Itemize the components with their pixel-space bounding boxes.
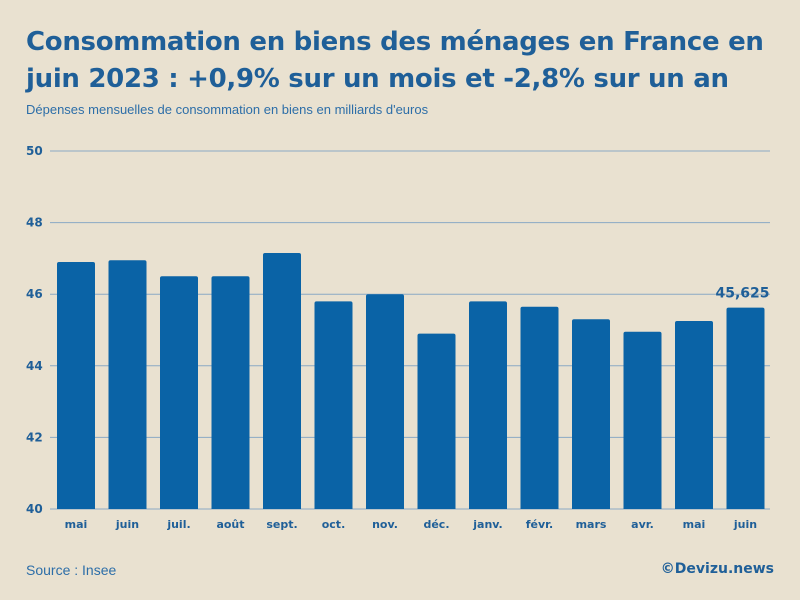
x-tick-label: mai	[65, 518, 88, 531]
x-tick-label: sept.	[266, 518, 297, 531]
y-tick-label: 48	[26, 216, 43, 230]
y-tick-label: 44	[26, 359, 43, 373]
y-tick-label: 42	[26, 430, 43, 444]
x-tick-label: mai	[683, 518, 706, 531]
y-tick-label: 40	[26, 502, 43, 516]
chart-title: Consommation en biens des ménages en Fra…	[26, 27, 764, 94]
x-tick-label: oct.	[322, 518, 346, 531]
bar	[211, 276, 250, 509]
y-tick-label: 46	[26, 287, 43, 301]
bar	[108, 260, 147, 509]
chart-subtitle: Dépenses mensuelles de consommation en b…	[26, 102, 429, 117]
x-tick-label: mars	[576, 518, 607, 531]
bar	[726, 307, 765, 509]
bar	[57, 261, 95, 509]
y-tick-label: 50	[26, 144, 43, 158]
bar	[417, 333, 456, 509]
x-tick-label: juil.	[166, 518, 190, 531]
x-tick-label: févr.	[526, 518, 553, 531]
data-label: 45,625	[715, 286, 769, 302]
bar	[263, 253, 301, 509]
bar	[623, 331, 662, 509]
bar	[469, 301, 507, 509]
x-tick-label: août	[216, 518, 244, 531]
x-tick-label: juin	[733, 518, 757, 531]
brand-logo-text[interactable]: ©Devizu.news	[660, 561, 774, 577]
x-tick-label: déc.	[423, 518, 449, 531]
bar	[160, 276, 198, 509]
bar	[675, 321, 713, 509]
bar	[520, 306, 559, 509]
bar	[366, 294, 404, 509]
bar	[314, 301, 353, 509]
source-note: Source : Insee	[26, 562, 117, 578]
x-tick-label: janv.	[472, 518, 502, 531]
x-tick-label: nov.	[372, 518, 398, 531]
bar	[572, 319, 610, 509]
x-tick-label: avr.	[631, 518, 654, 531]
x-tick-label: juin	[115, 518, 139, 531]
